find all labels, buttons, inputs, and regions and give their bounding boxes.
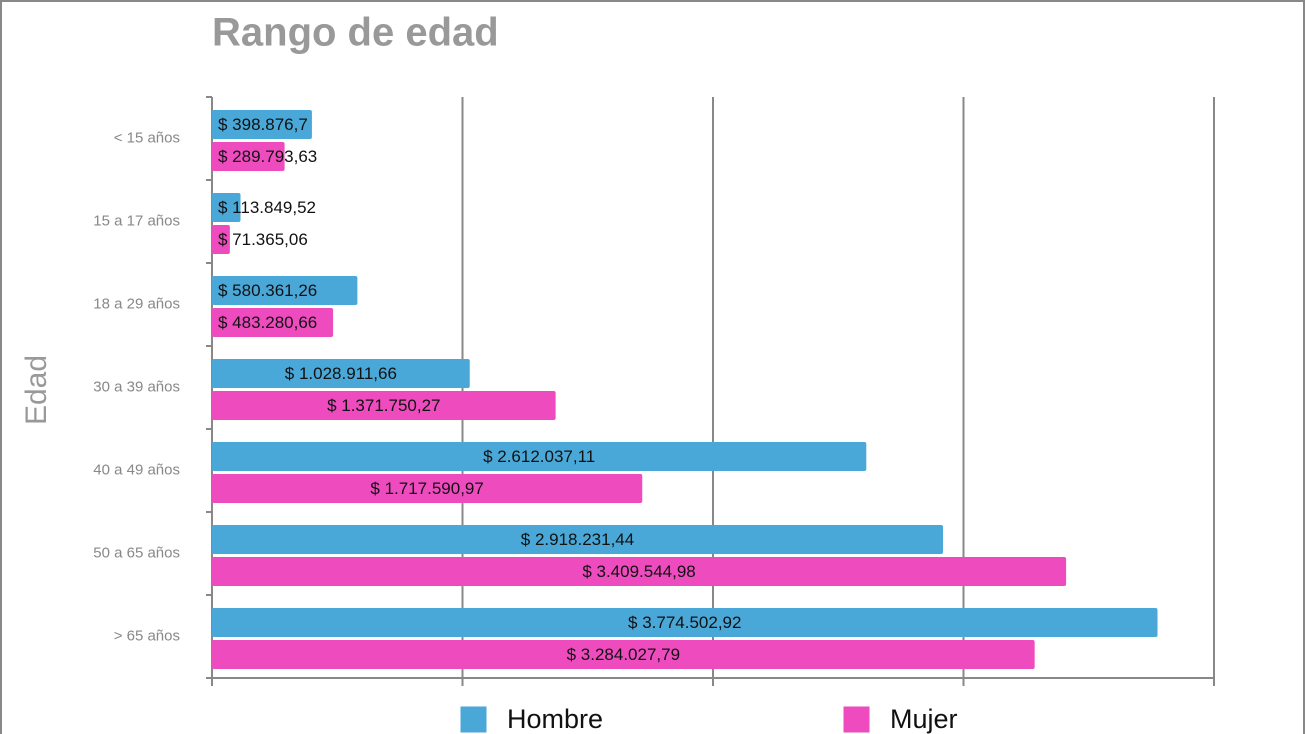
data-label: $ 398.876,7: [218, 115, 308, 134]
bar: [212, 142, 285, 171]
bar: [212, 110, 312, 139]
data-label: $ 483.280,66: [218, 313, 317, 332]
data-label: $ 3.774.502,92: [628, 613, 741, 632]
bar: [212, 525, 944, 554]
data-label: $ 3.284.027,79: [567, 645, 680, 664]
chart-title: Rango de edad: [212, 11, 499, 55]
data-label: $ 1.717.590,97: [370, 479, 483, 498]
y-tick-label: 15 a 17 años: [93, 212, 180, 229]
data-label: $ 2.612.037,11: [483, 447, 595, 466]
bar: [212, 359, 470, 388]
data-label: $ 580.361,26: [218, 281, 317, 300]
y-tick-label: > 65 años: [114, 627, 180, 644]
legend-label: Mujer: [890, 704, 958, 734]
bar: [212, 391, 556, 420]
bar: [212, 442, 867, 471]
y-tick-label: < 15 años: [114, 129, 180, 146]
bar: [212, 276, 358, 305]
data-label: $ 1.028.911,66: [285, 364, 397, 383]
bar: [212, 557, 1067, 586]
bar: [212, 640, 1035, 669]
data-label: $ 71.365,06: [218, 230, 308, 249]
bar: [212, 474, 643, 503]
bar: [212, 608, 1158, 637]
data-label: $ 1.371.750,27: [327, 396, 440, 415]
data-label: $ 2.918.231,44: [521, 530, 634, 549]
bar: [212, 193, 241, 222]
data-label: $ 3.409.544,98: [582, 562, 695, 581]
y-tick-label: 50 a 65 años: [93, 544, 180, 561]
legend-swatch: [459, 705, 488, 734]
legend-swatch: [842, 705, 871, 734]
data-label: $ 289.793,63: [218, 147, 317, 166]
y-tick-label: 30 a 39 años: [93, 378, 180, 395]
bar: [212, 308, 334, 337]
data-label: $ 113.849,52: [218, 198, 316, 217]
legend-label: Hombre: [507, 704, 603, 734]
y-tick-label: 40 a 49 años: [93, 461, 180, 478]
y-axis-label: Edad: [20, 355, 53, 425]
bar: [212, 225, 230, 254]
y-tick-label: 18 a 29 años: [93, 295, 180, 312]
